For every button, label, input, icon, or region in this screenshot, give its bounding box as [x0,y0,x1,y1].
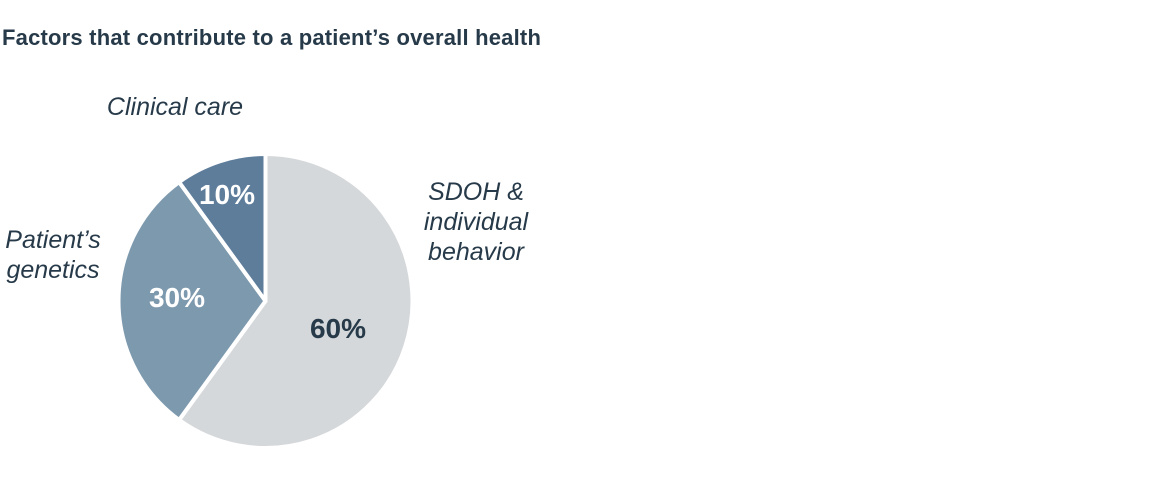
pie-slice-1 [116,180,268,422]
pct-label-clinical: 10% [199,179,255,210]
chart-title: Factors that contribute to a patient’s o… [2,25,542,50]
slice-label-patients-genetics: Patient’s genetics [5,226,101,284]
pie-slice-0 [177,152,415,450]
pie-slices [116,152,415,450]
pie-slice-2 [177,152,268,303]
slice-label-sdoh-individual-behavior: SDOH & individual behavior [423,178,529,266]
pct-label-genetics: 30% [149,282,205,313]
slice-label-clinical-care: Clinical care [106,93,244,121]
pct-label-sdoh: 60% [310,313,366,344]
